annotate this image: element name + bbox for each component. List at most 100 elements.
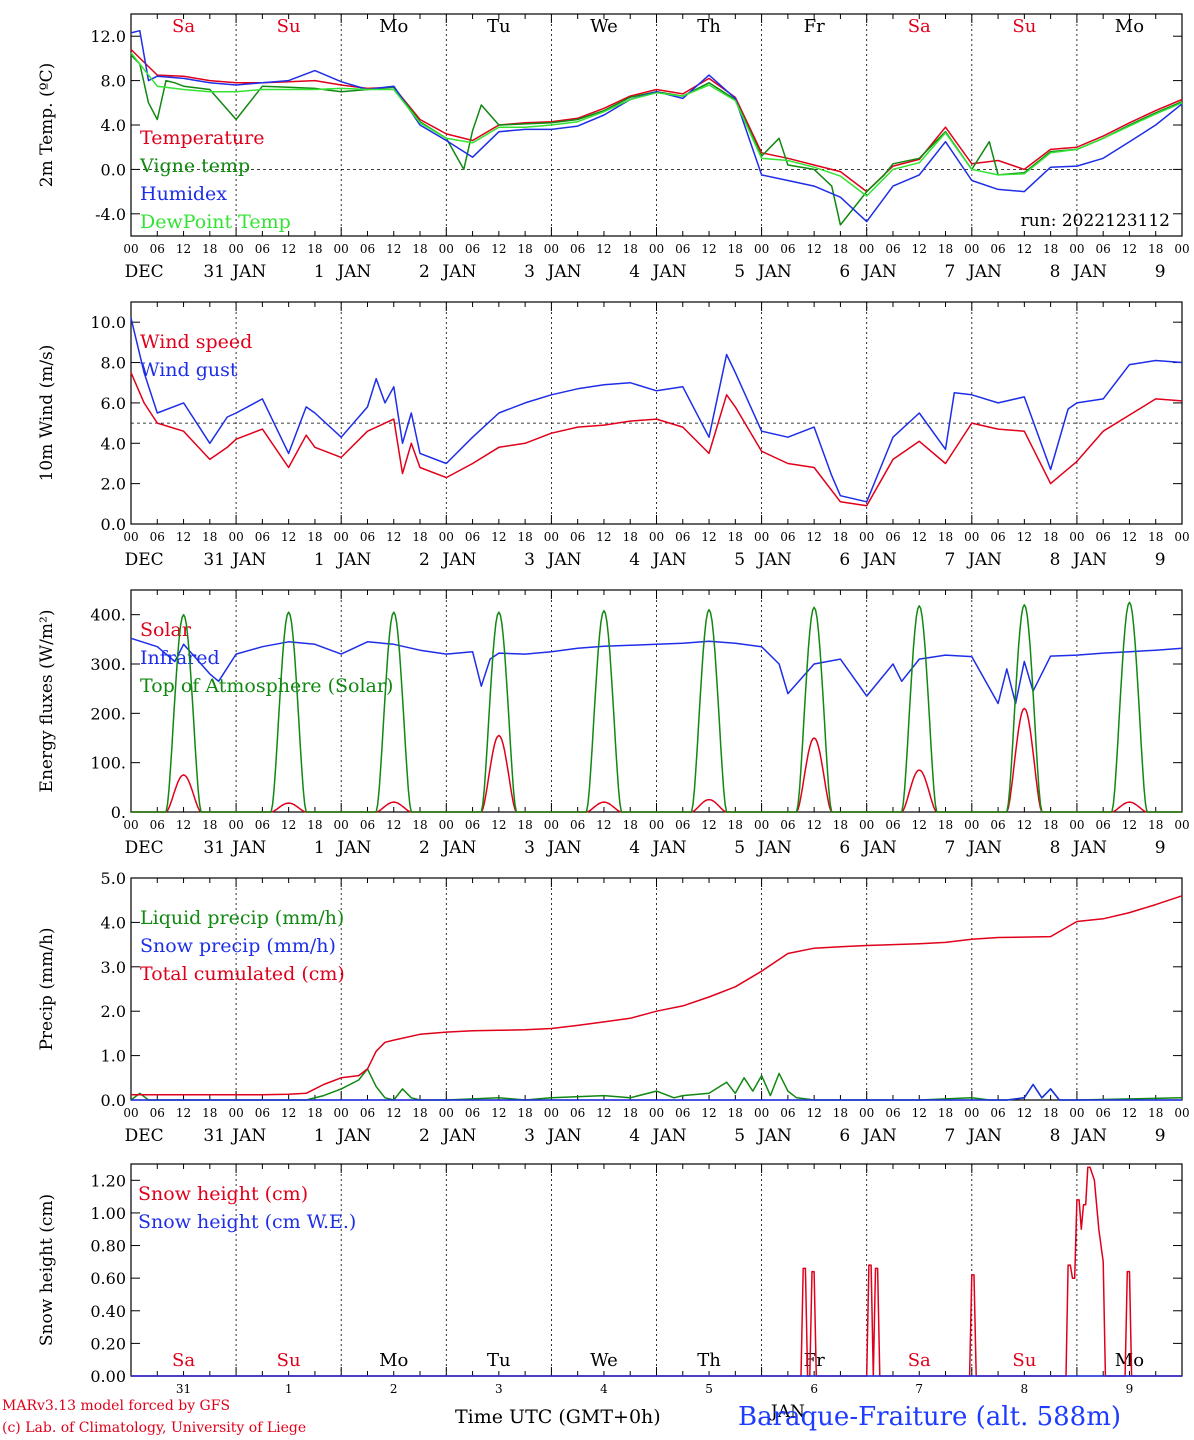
panel-3: 0. 100. 200. 300. 400. Energy fluxes (W/m²) 00… [37,589,1190,858]
x-hour-label: 12 [701,530,716,544]
x-month-label: JAN [440,838,476,858]
y-axis-label: Precip (mm/h) [37,927,57,1050]
x-hour-label: 00 [649,530,664,544]
x-hour-label: 06 [360,1106,375,1120]
x-hour-label: 06 [465,1106,480,1120]
x-hour-label: 06 [990,530,1005,544]
legend-entry: Snow precip (mm/h) [140,935,336,957]
x-daynum-label: 3 [524,838,535,858]
x-hour-label: 06 [150,1106,165,1120]
x-hour-label: 06 [255,530,270,544]
x-hour-label: 18 [623,530,638,544]
x-month-label: JAN [1071,838,1107,858]
x-hour-label: 06 [255,1106,270,1120]
x-month-label: JAN [1071,262,1107,282]
x-hour-label: 18 [833,242,848,256]
x-hour-label: 18 [1148,1106,1163,1120]
x-daynum-label: 9 [1155,838,1166,858]
x-month-label: JAN [651,1126,687,1146]
x-daynum-label: 4 [600,1382,608,1396]
x-daynum-label: 4 [629,838,640,858]
x-hour-label: 00 [754,530,769,544]
x-hour-label: 00 [123,530,138,544]
x-hour-label: 12 [807,1106,822,1120]
x-month-label: JAN [546,1126,582,1146]
x-daynum-label: 8 [1021,1382,1029,1396]
y-tick-label: 1.0 [101,1047,126,1066]
x-month-label: JAN [861,550,897,570]
x-hour-label: 12 [596,530,611,544]
series-line-2 [130,54,1183,226]
x-hour-label: 00 [439,818,454,832]
x-month-label: JAN [230,1126,266,1146]
x-hour-label: 18 [412,818,427,832]
x-hour-label: 06 [885,242,900,256]
x-hour-label: 00 [1174,530,1189,544]
x-hour-label: 06 [465,818,480,832]
x-daynum-label: 8 [1050,262,1061,282]
y-tick-label: 0.00 [90,1367,126,1386]
x-hour-label: 00 [754,1106,769,1120]
x-hour-label: 06 [885,1106,900,1120]
x-hour-label: 06 [255,242,270,256]
x-month-label: JAN [756,1126,792,1146]
weekday-label: Th [697,16,721,37]
x-hour-label: 12 [1122,530,1137,544]
x-hour-label: 12 [491,242,506,256]
x-hour-label: 00 [1069,1106,1084,1120]
x-hour-label: 06 [885,530,900,544]
legend-entry: Top of Atmosphere (Solar) [140,675,393,697]
legend-entry: Vigne temp [139,155,250,177]
x-hour-label: 00 [964,818,979,832]
x-hour-label: 12 [281,242,296,256]
x-hour-label: 00 [1174,818,1189,832]
x-hour-label: 18 [202,242,217,256]
x-hour-label: 18 [202,1106,217,1120]
x-hour-label: 12 [1017,818,1032,832]
weekday-label: Mo [379,16,408,37]
x-hour-label: 00 [859,530,874,544]
x-hour-label: 00 [1174,1106,1189,1120]
y-tick-label: 2.0 [101,1002,126,1021]
x-daynum-label: 4 [629,262,640,282]
y-tick-label: 0.80 [90,1237,126,1256]
y-tick-label: 8.0 [101,72,126,91]
x-month-label: JAN [966,550,1002,570]
legend-entry: Snow height (cm) [138,1183,308,1205]
x-hour-label: 18 [1043,1106,1058,1120]
y-tick-label: 0.0 [101,1091,126,1110]
y-tick-label: 0. [111,803,126,822]
x-daynum-label: 2 [390,1382,398,1396]
lab-credit: (c) Lab. of Climatology, University of L… [2,1420,307,1436]
weekday-label: Su [277,16,301,37]
x-hour-label: 18 [1043,818,1058,832]
x-month-label: JAN [966,262,1002,282]
x-hour-label: 12 [596,242,611,256]
x-month-label: DEC [125,550,164,570]
x-hour-label: 00 [439,242,454,256]
x-hour-label: 12 [596,818,611,832]
series-line-1 [131,1166,1182,1377]
x-daynum-label: 8 [1050,550,1061,570]
y-tick-label: -4.0 [95,205,126,224]
x-hour-label: 12 [701,1106,716,1120]
x-hour-label: 18 [623,818,638,832]
x-month-label: JAN [440,1126,476,1146]
x-daynum-label: 9 [1155,262,1166,282]
x-daynum-label: 1 [314,550,325,570]
x-month-label: DEC [125,1126,164,1146]
x-hour-label: 12 [1017,242,1032,256]
y-axis-label: Energy fluxes (W/m²) [37,610,57,793]
x-hour-label: 06 [780,1106,795,1120]
x-hour-label: 12 [912,530,927,544]
x-hour-label: 18 [307,818,322,832]
y-axis-label: Snow height (cm) [37,1194,57,1346]
x-hour-label: 06 [675,818,690,832]
x-daynum-label: 7 [944,550,955,570]
y-tick-label: 200. [90,704,126,723]
weekday-label: Mo [1115,1350,1144,1371]
x-daynum-label: 1 [285,1382,293,1396]
x-hour-label: 06 [675,1106,690,1120]
